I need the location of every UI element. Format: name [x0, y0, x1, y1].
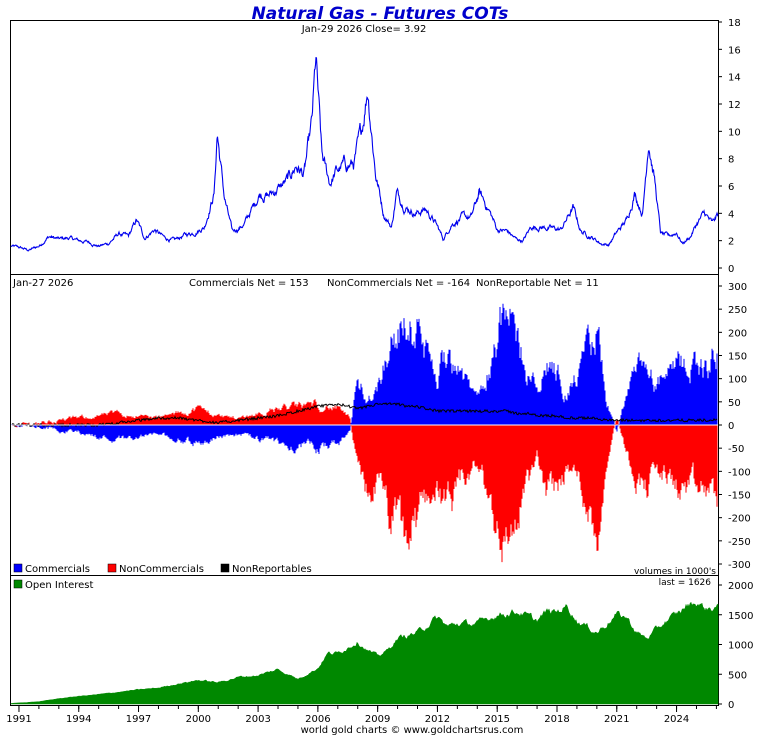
- cot-y-tick-label: -200: [728, 514, 751, 525]
- oi-y-tick-label: 1500: [728, 611, 753, 622]
- cot-y-tick-label: -250: [728, 537, 751, 548]
- x-tick-label: 2015: [484, 714, 509, 725]
- price-y-tick-label: 12: [728, 100, 741, 111]
- x-tick-label: 1997: [126, 714, 151, 725]
- oi-legend: Open Interest: [13, 579, 94, 591]
- legend-swatch-noncommercials: [107, 563, 117, 573]
- cot-y-tick-label: -100: [728, 467, 751, 478]
- price-y-tick-label: 8: [728, 155, 734, 166]
- x-tick-label: 1991: [6, 714, 31, 725]
- oi-plot: [10, 601, 719, 705]
- legend-swatch-nonreportables: [220, 563, 230, 573]
- oi-y-tick-label: 2000: [728, 581, 753, 592]
- open-interest-area: [10, 601, 719, 705]
- nonreportables-net-label: NonReportable Net = 11: [476, 278, 599, 289]
- x-tick-label: 2021: [604, 714, 629, 725]
- x-tick-label: 2003: [245, 714, 270, 725]
- legend-swatch-commercials: [13, 563, 23, 573]
- price-header: Jan-29 2026 Close= 3.92: [301, 24, 427, 35]
- cot-plot: [11, 303, 718, 563]
- price-y-tick-label: 10: [728, 127, 741, 138]
- oi-y-tick-label: 0: [728, 700, 734, 711]
- price-y-tick-label: 16: [728, 45, 741, 56]
- price-y-tick-label: 4: [728, 209, 734, 220]
- cot-y-tick-label: 200: [728, 328, 747, 339]
- price-y-tick-label: 0: [728, 264, 734, 275]
- cot-y-tick-label: -300: [728, 560, 751, 571]
- cot-y-tick-label: -150: [728, 491, 751, 502]
- legend-label-open-interest: Open Interest: [25, 580, 94, 591]
- oi-y-tick-label: 1000: [728, 641, 753, 652]
- price-y-tick-label: 18: [728, 18, 741, 29]
- legend-label-noncommercials: NonCommercials: [119, 564, 204, 575]
- x-tick-label: 1994: [66, 714, 91, 725]
- oi-last-label: last = 1626: [659, 578, 712, 588]
- cot-y-tick-label: -50: [728, 444, 744, 455]
- x-tick-label: 2009: [365, 714, 390, 725]
- price-y-tick-label: 6: [728, 182, 734, 193]
- legend-label-nonreportables: NonReportables: [232, 564, 312, 575]
- price-plot: [10, 56, 719, 252]
- legend-label-commercials: Commercials: [25, 564, 90, 575]
- x-tick-label: 2024: [664, 714, 689, 725]
- x-tick-label: 2006: [305, 714, 330, 725]
- commercials-net-label: Commercials Net = 153: [189, 278, 309, 289]
- cot-legend: Commercials NonCommercials NonReportable…: [13, 563, 312, 575]
- panel-frames: [10, 20, 719, 706]
- chart-title: Natural Gas - Futures COTs: [252, 4, 509, 24]
- nonreportables-line: [11, 402, 718, 428]
- cot-y-tick-label: 300: [728, 282, 747, 293]
- units-note: volumes in 1000's: [634, 567, 716, 577]
- price-y-tick-label: 2: [728, 237, 734, 248]
- price-line: [10, 56, 719, 252]
- cot-y-tick-label: 100: [728, 375, 747, 386]
- cot-y-tick-label: 0: [728, 421, 734, 432]
- cot-y-tick-label: 50: [728, 398, 741, 409]
- cot-y-tick-label: 250: [728, 305, 747, 316]
- axes: 181614121086420300250200150100500-50-100…: [6, 18, 753, 725]
- cot-date: Jan-27 2026: [12, 278, 73, 289]
- oi-panel-frame: [10, 575, 719, 706]
- noncommercials-net-label: NonCommercials Net = -164: [327, 278, 470, 289]
- x-tick-label: 2000: [186, 714, 211, 725]
- footer-credit: world gold charts © www.goldchartsrus.co…: [301, 725, 524, 735]
- legend-swatch-open-interest: [13, 579, 23, 589]
- cot-y-tick-label: 150: [728, 352, 747, 363]
- oi-y-tick-label: 500: [728, 670, 747, 681]
- x-tick-label: 2018: [544, 714, 569, 725]
- price-y-tick-label: 14: [728, 73, 741, 84]
- x-tick-label: 2012: [425, 714, 450, 725]
